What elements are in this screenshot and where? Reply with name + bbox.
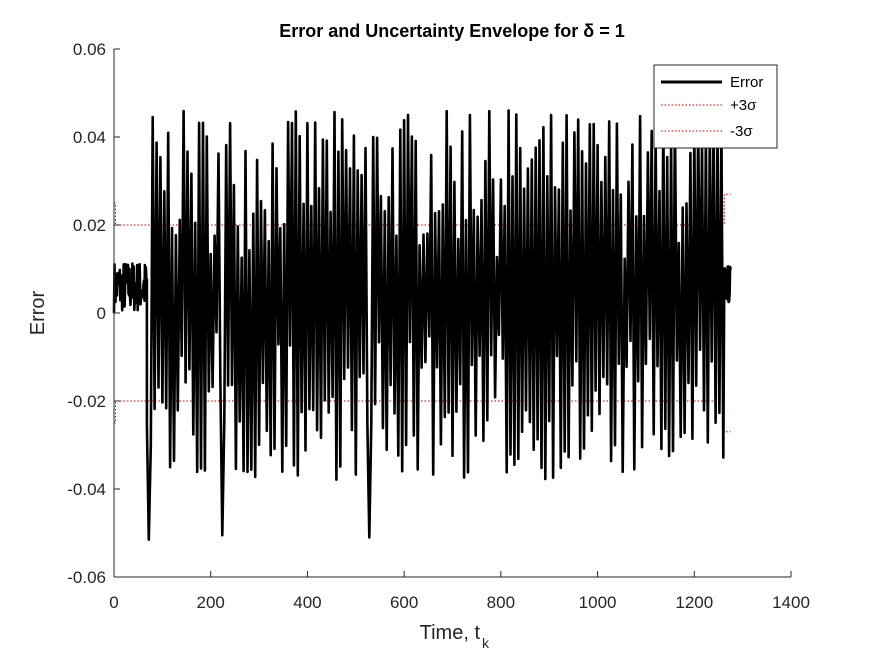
y-tick-label: -0.02 [67, 392, 106, 411]
legend-label-plus3sigma: +3σ [730, 97, 757, 114]
x-tick-label: 1200 [675, 593, 713, 612]
chart-title: Error and Uncertainty Envelope for δ = 1 [279, 21, 625, 41]
x-axis-label: Time, t [420, 622, 481, 644]
y-tick-label: -0.04 [67, 480, 106, 499]
x-tick-label: 600 [390, 593, 418, 612]
legend: Error +3σ -3σ [653, 64, 778, 149]
legend-box [653, 64, 778, 149]
x-tick-label: 800 [487, 593, 515, 612]
x-axis-label-subscript: k [482, 635, 490, 651]
y-tick-label: 0.04 [73, 128, 106, 147]
error-line [112, 109, 732, 541]
y-tick-label: -0.06 [67, 568, 106, 587]
plus-3-sigma-line [114, 193, 731, 226]
y-tick-label: 0.06 [73, 40, 106, 59]
minus-3-sigma-line [114, 400, 731, 433]
legend-label-error: Error [730, 74, 763, 91]
y-tick-label: 0.02 [73, 216, 106, 235]
y-tick-label: 0 [97, 304, 106, 323]
x-tick-label: 0 [109, 593, 118, 612]
y-axis-label: Error [27, 290, 49, 335]
x-tick-label: 400 [293, 593, 321, 612]
y-ticks: 0.06 0.04 0.02 0 -0.02 -0.04 -0.06 [67, 40, 120, 587]
x-tick-label: 200 [197, 593, 225, 612]
x-tick-label: 1400 [772, 593, 810, 612]
legend-label-minus3sigma: -3σ [730, 123, 753, 140]
x-ticks: 0 200 400 600 800 1000 1200 1400 [109, 571, 810, 612]
x-tick-label: 1000 [579, 593, 617, 612]
sigma-lines [114, 193, 731, 433]
error-series [112, 109, 732, 541]
